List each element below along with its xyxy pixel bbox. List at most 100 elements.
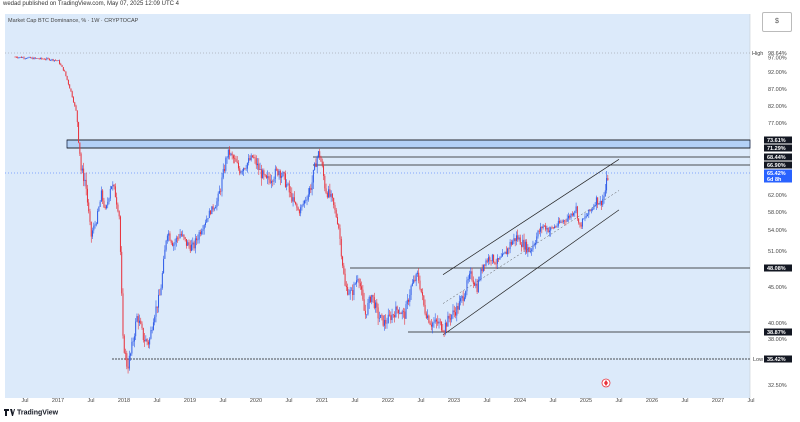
candle-body (231, 153, 233, 156)
candle-body (372, 294, 374, 298)
candle-body (594, 205, 596, 206)
candle-body (47, 58, 49, 59)
candle-body (276, 168, 278, 170)
level-tag-label: 48.08% (767, 266, 786, 272)
candle-body (260, 168, 262, 179)
x-tick-label: 2026 (646, 398, 658, 404)
candle-body (489, 257, 491, 261)
x-tick-label: Jul (285, 398, 292, 404)
level-tag-label: 71.29% (767, 146, 786, 152)
candle-body (240, 171, 242, 174)
candle-body (437, 321, 439, 324)
candle-body (362, 289, 364, 300)
candle-body (185, 238, 187, 246)
candle-body (410, 285, 412, 295)
candle-body (232, 155, 234, 159)
supply-zone (66, 139, 751, 149)
candle-body (125, 352, 127, 354)
candle-body (538, 230, 540, 232)
candle-body (323, 165, 325, 176)
candle-body (202, 229, 204, 231)
candle-body (419, 280, 421, 289)
candle-body (387, 314, 389, 323)
candle-body (170, 240, 172, 243)
currency-button[interactable]: $ (762, 12, 792, 32)
candle-body (522, 239, 524, 247)
footer: TradingView (0, 405, 800, 422)
candle-body (90, 221, 92, 237)
level-tags: 73.61% 71.29% 68.44% 66.90% 48.08% 38.87% 35.4… (764, 136, 792, 363)
candle-body (145, 339, 147, 342)
candle-body (239, 168, 241, 174)
candle-body (588, 209, 590, 215)
candle-body (460, 298, 462, 302)
candle-body (268, 176, 270, 180)
candle-body (213, 208, 215, 210)
candle-body (272, 181, 274, 182)
candle-body (512, 241, 514, 245)
candle-body (189, 245, 191, 251)
candle-body (496, 258, 498, 264)
candle-body (493, 254, 495, 263)
candle-body (196, 238, 198, 241)
candle-body (203, 225, 205, 230)
candle-body (94, 224, 96, 226)
plot-area[interactable] (5, 14, 750, 398)
candle-body (364, 310, 366, 315)
candle-body (550, 227, 552, 231)
chart[interactable]: Market Cap BTC Dominance, % · 1W · CRYPT… (0, 0, 800, 405)
candle-body (566, 218, 568, 222)
candle-body (574, 211, 576, 214)
candle-body (339, 228, 341, 240)
candle-body (390, 315, 392, 321)
candle-body (265, 175, 267, 178)
channel-mid (442, 190, 620, 304)
candle-body (138, 320, 140, 323)
candle-body (481, 269, 483, 272)
level-tag (764, 264, 792, 272)
x-tick-label: 2017 (52, 398, 64, 404)
level-tag-label: 68.44% (767, 155, 786, 161)
candle-body (100, 190, 102, 202)
candle-body (515, 235, 517, 242)
candle-body (444, 322, 446, 332)
candle-body (234, 158, 236, 159)
candle-body (277, 169, 279, 176)
candle-body (556, 225, 558, 227)
candle-body (259, 168, 261, 170)
candle-body (281, 175, 283, 178)
candle-body (359, 283, 361, 287)
candle-body (480, 269, 482, 280)
candle-body (585, 216, 587, 217)
level-tag-label: 73.61% (767, 138, 786, 144)
candle-body (589, 209, 591, 211)
candle-body (466, 280, 468, 292)
candle-body (501, 253, 503, 257)
candle-body (519, 237, 521, 245)
candle-body (147, 341, 149, 345)
publish-header: wedad published on TradingView.com, May … (0, 0, 800, 10)
candle-body (371, 294, 373, 302)
candle-body (220, 190, 222, 192)
candle-body (241, 171, 243, 172)
candle-body (424, 304, 426, 314)
candle-body (565, 221, 567, 222)
candle-body (104, 206, 106, 209)
candle-body (571, 213, 573, 216)
candle-body (399, 313, 401, 314)
candle-body (358, 279, 360, 284)
candle-body (331, 193, 333, 198)
candle-body (99, 201, 101, 207)
candle-body (336, 217, 338, 224)
candle-body (31, 57, 33, 59)
candle-body (267, 176, 269, 178)
candle-body (347, 287, 349, 295)
candle-body (76, 110, 78, 123)
candle-body (194, 238, 196, 249)
price-series (14, 56, 609, 374)
candle-body (342, 256, 344, 266)
candle-body (22, 57, 24, 58)
candle-body (564, 220, 566, 222)
candle-body (534, 243, 536, 245)
y-tick-label: 45.00% (768, 285, 787, 291)
